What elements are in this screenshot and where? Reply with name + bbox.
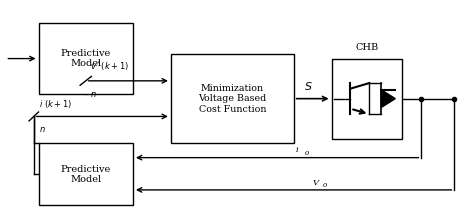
Text: i: i: [296, 146, 299, 154]
FancyBboxPatch shape: [331, 58, 402, 139]
Text: $S$: $S$: [303, 80, 312, 92]
Text: Minimization
Voltage Based
Cost Function: Minimization Voltage Based Cost Function: [198, 84, 266, 114]
Text: $n$: $n$: [91, 90, 97, 99]
Text: $v^*(k+1)$: $v^*(k+1)$: [91, 60, 129, 73]
FancyBboxPatch shape: [171, 54, 294, 143]
Text: V: V: [313, 179, 319, 187]
FancyBboxPatch shape: [38, 23, 133, 94]
Text: CHB: CHB: [356, 43, 379, 52]
Text: $n$: $n$: [38, 125, 45, 134]
Text: o: o: [323, 181, 327, 189]
Text: o: o: [305, 149, 309, 157]
Text: Predictive
Model: Predictive Model: [61, 49, 111, 68]
Text: Predictive
Model: Predictive Model: [61, 165, 111, 184]
Text: $i\ (k+1)$: $i\ (k+1)$: [38, 98, 72, 110]
Polygon shape: [381, 90, 395, 108]
FancyBboxPatch shape: [38, 143, 133, 205]
